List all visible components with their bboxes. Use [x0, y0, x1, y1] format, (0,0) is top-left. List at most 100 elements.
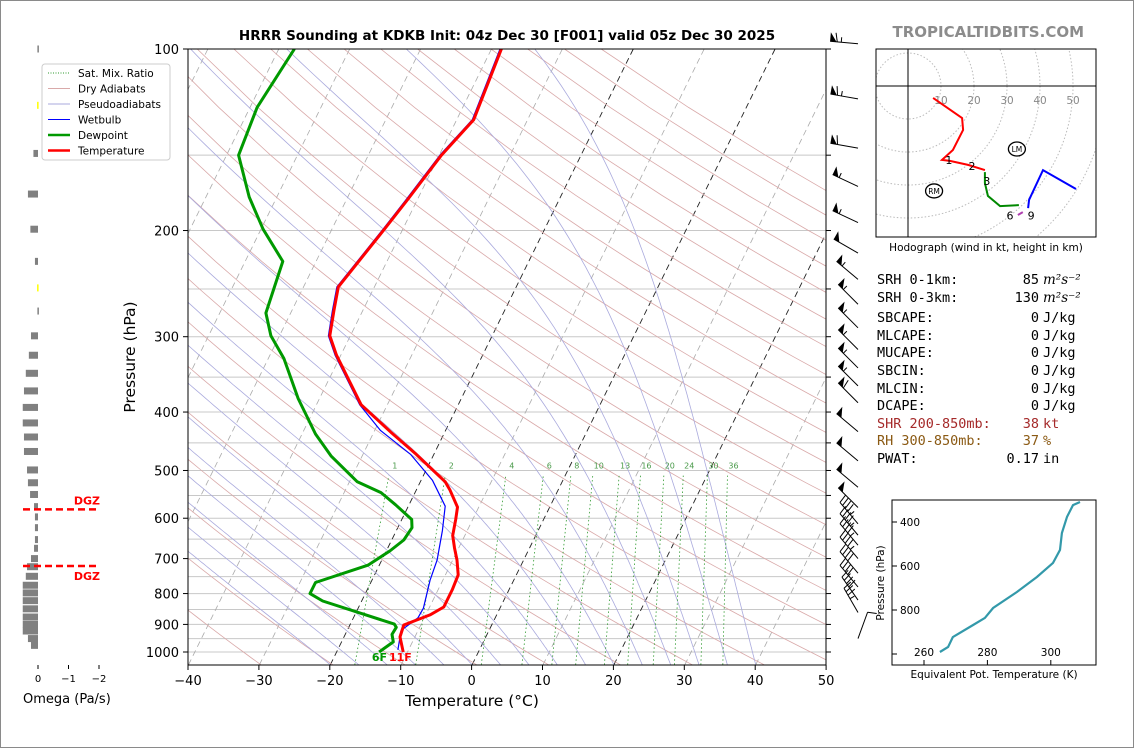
stat-value: 0	[1030, 398, 1039, 415]
storm-motion-marker	[924, 183, 944, 199]
legend: Sat. Mix. Ratio Dry Adiabats Pseudoadiabat…	[41, 63, 171, 161]
omega-bar	[30, 641, 38, 649]
mixing-ratio-label: 20	[665, 461, 675, 470]
stat-row: SBCIN: 0 J/kg	[877, 363, 1097, 381]
dry-adiabat	[188, 154, 826, 591]
hodograph-ring-label: 50	[1066, 95, 1079, 107]
barb-flag	[836, 254, 843, 266]
stat-unit: J/kg	[1043, 380, 1076, 397]
mixing-ratio-label: 30	[708, 461, 718, 470]
barb-flag	[830, 85, 837, 96]
dry-adiabat	[233, 49, 826, 463]
omega-bar	[34, 524, 38, 532]
wind-barb	[832, 166, 859, 187]
mixing-ratio-label: 2	[449, 461, 454, 470]
dry-adiabat	[417, 49, 826, 320]
stat-unit: m²s⁻²	[1043, 289, 1081, 306]
barb-flag	[836, 435, 843, 447]
stat-label: MLCIN:	[877, 380, 926, 397]
dewpoint-line	[237, 49, 414, 654]
barb-half	[842, 367, 848, 372]
pseudoadiabat	[188, 416, 473, 665]
omega-bar	[27, 190, 38, 198]
y-tick-label: 400	[154, 406, 179, 421]
barb-full	[842, 379, 849, 389]
wind-barb	[837, 341, 859, 369]
barb-full	[844, 535, 852, 544]
barb-full	[842, 560, 849, 569]
barb-full	[844, 563, 852, 572]
hodograph-height-label: 1	[945, 154, 952, 167]
barb-full	[847, 515, 854, 524]
stats-panel: SRH 0-1km: 85 m²s⁻² SRH 0-3km: 130 m²s⁻² SBCAP…	[877, 272, 1097, 469]
wind-barb	[837, 376, 859, 404]
skewt-axes: −40 −30 −20 −10 0 10 20 30 40 50 100 200 300 400 500 60…	[146, 43, 834, 689]
pseudoadiabat	[188, 127, 643, 665]
mixing-ratio-line	[551, 475, 572, 665]
skewt-background-lines	[188, 49, 826, 665]
skewt-profiles	[237, 49, 503, 654]
hodograph-segment	[932, 97, 986, 172]
barb-full	[842, 497, 849, 506]
stat-label: PWAT:	[877, 450, 918, 467]
pseudoadiabat	[188, 382, 501, 665]
pseudoadiabat	[188, 195, 615, 665]
dgz-label: DGZ	[74, 570, 100, 583]
barb-half	[838, 172, 842, 178]
mixing-ratio-label: 4	[509, 461, 514, 470]
storm-motion-label: LM	[1012, 145, 1023, 154]
x-tick-label: 50	[818, 674, 835, 689]
omega-bar	[22, 419, 38, 427]
theta-e-ytick-label: 800	[900, 605, 920, 617]
dry-adiabat	[188, 609, 262, 665]
wind-barb	[837, 481, 859, 508]
omega-bar	[22, 581, 38, 589]
barb-full	[867, 611, 877, 614]
isotherm-line	[188, 49, 351, 379]
mixing-ratio-line	[722, 475, 728, 665]
omega-bar	[22, 613, 38, 621]
stat-unit: in	[1043, 450, 1060, 467]
mixing-ratio-line	[674, 475, 684, 665]
barb-flag	[838, 341, 845, 353]
hodograph-height-label: 3	[983, 175, 990, 188]
barb-full	[844, 550, 852, 559]
pseudoadiabat	[534, 49, 757, 665]
omega-bar	[34, 503, 38, 511]
barb-half	[842, 330, 848, 336]
wind-barb	[839, 544, 859, 574]
wind-barb	[837, 278, 859, 305]
barb-full	[839, 544, 847, 553]
wind-barb	[830, 32, 859, 45]
dgz-label: DGZ	[74, 494, 100, 507]
isotherm-line	[400, 49, 705, 665]
theta-e-ytick-label: 400	[900, 517, 920, 529]
barb-staff	[830, 142, 859, 149]
hodograph-panel: 10 20 30 40 50 1 23 6 9 RM LM Hodograph (wind in k…	[875, 48, 1097, 254]
omega-bar	[30, 490, 38, 498]
stat-label: MUCAPE:	[877, 345, 934, 362]
stat-unit: kt	[1043, 415, 1060, 432]
hodograph-height-label: 9	[1028, 209, 1035, 222]
hodograph-height-label: 6	[1006, 209, 1013, 222]
x-tick-label: −10	[387, 674, 414, 689]
dry-adiabat	[188, 507, 406, 665]
isotherm-line	[188, 49, 421, 523]
barb-half	[840, 90, 843, 97]
wind-barb	[837, 323, 859, 350]
legend-label: Sat. Mix. Ratio	[78, 68, 154, 80]
dry-adiabat	[188, 114, 826, 558]
omega-bar	[23, 387, 38, 395]
dry-adiabat	[188, 321, 693, 665]
omega-bar	[33, 149, 38, 157]
isotherm-line	[188, 49, 280, 235]
wind-barb	[843, 581, 859, 613]
omega-bar	[22, 605, 38, 613]
wind-barb	[836, 254, 859, 280]
hodograph-segment	[983, 172, 1019, 208]
mixing-ratio-line	[354, 475, 390, 665]
omega-bar	[25, 572, 38, 580]
mixing-ratio-label: 36	[728, 461, 738, 470]
barb-half	[849, 511, 855, 516]
omega-bar	[30, 555, 38, 563]
